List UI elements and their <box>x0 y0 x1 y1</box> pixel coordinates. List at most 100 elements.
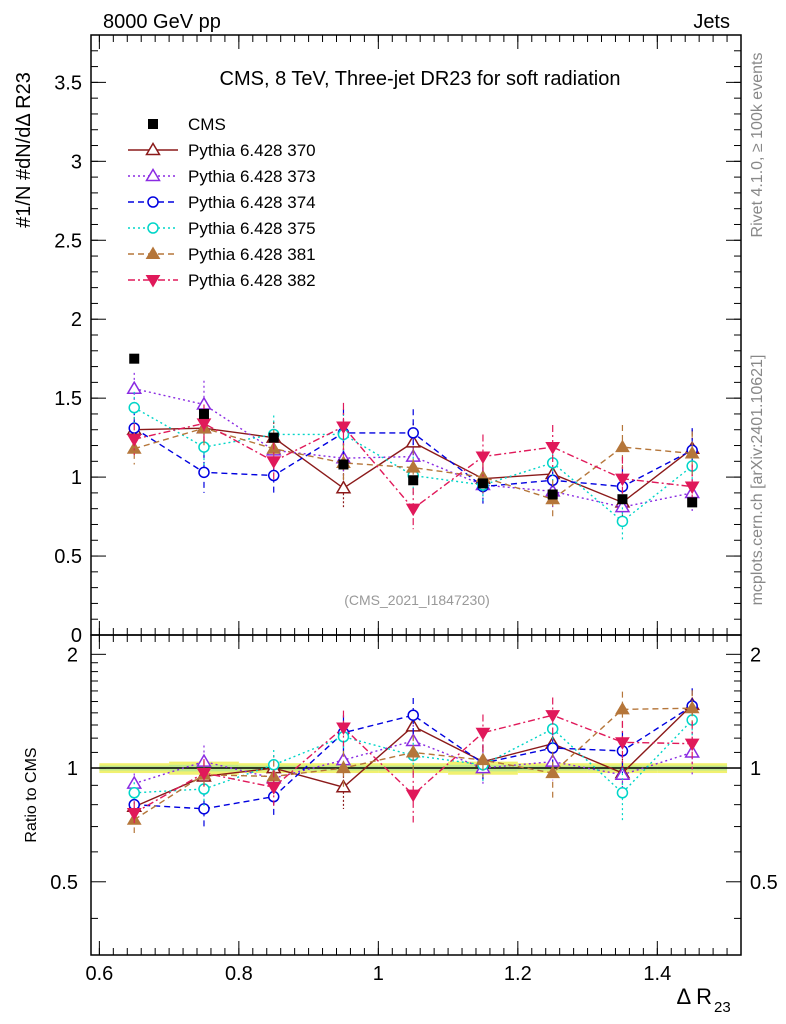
y-tick-label: 2 <box>71 309 82 331</box>
x-axis-label: Δ R 23 <box>677 984 731 1016</box>
series-ratio-point <box>336 760 351 774</box>
chart-title: CMS, 8 TeV, Three-jet DR23 for soft radi… <box>220 68 621 90</box>
x-tick-label: 0.6 <box>85 963 113 985</box>
legend-entry-5: Pythia 6.428 382 <box>128 271 316 290</box>
y-tick-label: 0.5 <box>54 546 82 568</box>
legend-label: Pythia 6.428 374 <box>188 193 316 212</box>
x-axis-label-sub: 23 <box>714 999 731 1016</box>
series-point <box>475 451 491 465</box>
series-point <box>684 445 700 459</box>
series-point <box>615 473 630 487</box>
y-tick-label: 2.5 <box>54 230 82 252</box>
legend-entry-4: Pythia 6.428 381 <box>128 245 316 264</box>
mcplots-label: mcplots.cern.ch [arXiv:2401.10621] <box>749 355 766 606</box>
legend-marker <box>145 274 161 288</box>
data-point <box>198 408 209 419</box>
x-tick-label: 1.4 <box>643 963 671 985</box>
ratio-panel-frame <box>90 634 742 956</box>
legend-label: Pythia 6.428 375 <box>188 219 316 238</box>
series-point <box>407 427 419 439</box>
legend-label: Pythia 6.428 373 <box>188 167 316 186</box>
process-label: Jets <box>693 11 730 33</box>
series-ratio-point <box>126 808 142 821</box>
series-ratio-point <box>336 722 351 736</box>
rivet-version-label: Rivet 4.1.0, ≥ 100k events <box>749 53 766 238</box>
ratio-tick-label: 1 <box>67 758 78 780</box>
legend-label: Pythia 6.428 381 <box>188 245 316 264</box>
y-axis-label-text: #1/N #dN/dΔ R23 <box>13 72 35 228</box>
legend-marker <box>148 119 158 129</box>
x-tick-label: 0.8 <box>225 963 253 985</box>
series-point <box>126 434 142 447</box>
series-ratio-line <box>134 740 693 785</box>
legend-entry-data: CMS <box>148 115 226 134</box>
series-point <box>198 466 210 479</box>
data-point <box>687 497 698 508</box>
data-series <box>129 353 698 508</box>
data-point <box>547 489 558 500</box>
series-ratio-point <box>266 782 282 795</box>
legend-marker <box>145 142 161 156</box>
data-point <box>129 353 140 364</box>
series-ratio-point <box>546 742 559 754</box>
legend-marker <box>147 222 159 234</box>
series-point <box>545 442 561 455</box>
y-tick-label: 1.5 <box>54 388 82 410</box>
series-ratio-point <box>196 767 212 781</box>
y-tick-label: 3.5 <box>54 72 82 94</box>
series-ratio-point <box>405 744 421 758</box>
series-point <box>405 503 421 517</box>
legend-label: CMS <box>188 115 226 134</box>
analysis-watermark: (CMS_2021_I1847230) <box>344 592 490 608</box>
legend-entry-2: Pythia 6.428 374 <box>128 193 316 212</box>
series-point <box>684 481 700 495</box>
series-ratio-point <box>616 787 629 799</box>
ratio-tick-label-right: 2 <box>750 644 761 666</box>
legend-marker <box>145 246 161 260</box>
series-point <box>335 480 352 494</box>
legend-label: Pythia 6.428 370 <box>188 141 316 160</box>
series-point <box>128 401 140 414</box>
data-point <box>338 459 349 470</box>
legend-marker <box>147 196 159 208</box>
ratio-tick-label: 2 <box>67 644 78 666</box>
series-ratio-point <box>615 737 630 750</box>
ratio-uncertainty-band <box>91 761 741 775</box>
x-tick-label: 1.2 <box>504 963 532 985</box>
series-5 <box>126 402 700 826</box>
x-tick-label: 1 <box>373 963 384 985</box>
series-point <box>266 456 282 469</box>
series-ratio-point <box>545 765 561 779</box>
series-ratio-point <box>128 787 140 799</box>
series-point <box>405 460 421 473</box>
legend-entry-3: Pythia 6.428 375 <box>128 219 316 238</box>
series-point <box>615 439 630 453</box>
series-ratio-point <box>684 700 700 714</box>
energy-label: 8000 GeV pp <box>103 11 221 33</box>
legend-marker <box>145 168 161 182</box>
series-ratio-point <box>684 738 700 752</box>
series-ratio-point <box>615 701 630 715</box>
data-point <box>268 432 279 443</box>
series-point <box>616 515 629 528</box>
y-tick-label: 1 <box>71 467 82 489</box>
series-point <box>126 380 143 394</box>
series-ratio-point <box>475 727 491 741</box>
series-layer <box>126 353 700 834</box>
x-axis-label-text: Δ R <box>677 984 712 1009</box>
series-ratio-point <box>545 710 561 723</box>
legend: CMS Pythia 6.428 370 Pythia 6.428 373 Pythi… <box>128 115 316 290</box>
series-ratio-point <box>405 789 421 803</box>
axes: 0.6 0.8 1 1.2 1.4 0 0.5 1 1.5 2 2.5 3 3.5 0.5 0.5 1 1 2 2 <box>50 35 778 985</box>
legend-entry-1: Pythia 6.428 373 <box>128 167 316 186</box>
ratio-axis-label: Ratio to CMS <box>23 747 40 842</box>
series-ratio-line <box>134 705 693 810</box>
data-point <box>477 478 488 489</box>
y-tick-label: 0 <box>71 625 82 647</box>
ratio-tick-label-right: 1 <box>750 758 761 780</box>
series-point <box>126 441 142 454</box>
series-point <box>614 499 631 513</box>
ratio-tick-label: 0.5 <box>50 872 78 894</box>
series-point <box>336 421 351 435</box>
